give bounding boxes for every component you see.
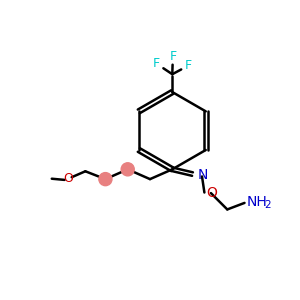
- Text: NH: NH: [246, 195, 267, 209]
- Circle shape: [99, 172, 112, 186]
- Text: F: F: [152, 57, 160, 70]
- Text: 2: 2: [264, 200, 271, 210]
- Text: F: F: [185, 59, 192, 72]
- Text: O: O: [63, 172, 73, 184]
- Text: N: N: [197, 168, 208, 182]
- Text: F: F: [169, 50, 176, 64]
- Text: O: O: [206, 186, 217, 200]
- Circle shape: [121, 163, 134, 176]
